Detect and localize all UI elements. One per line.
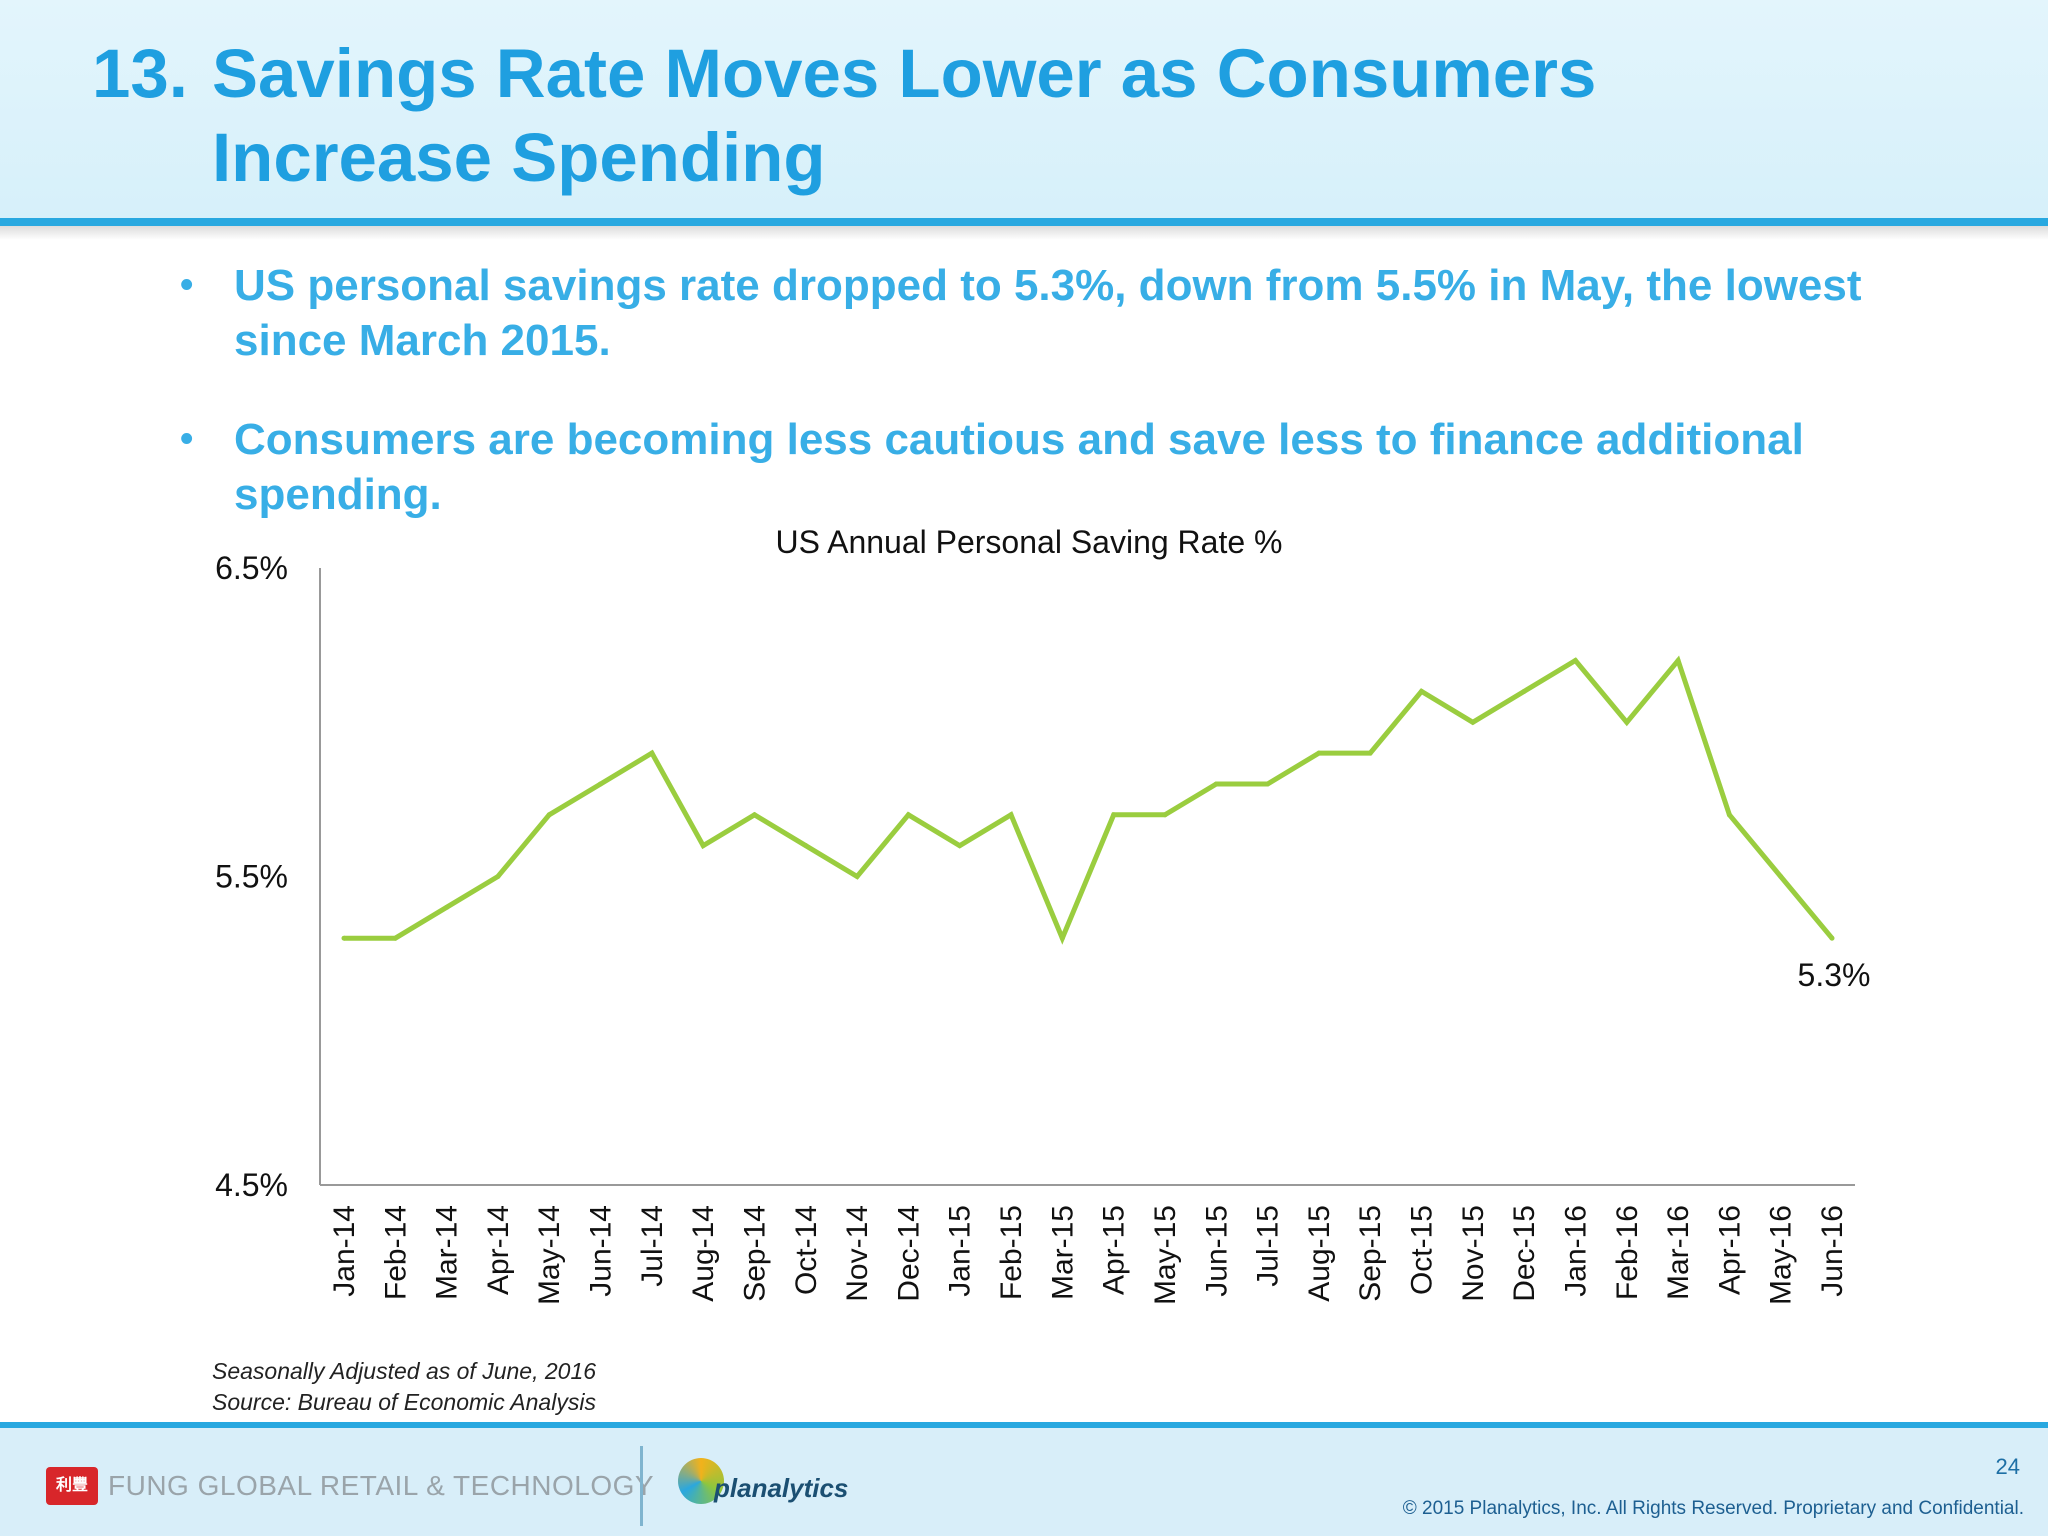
data-point	[1111, 812, 1117, 818]
fung-logo-text: FUNG GLOBAL RETAIL & TECHNOLOGY	[108, 1470, 655, 1501]
data-point	[1470, 719, 1476, 725]
data-point	[649, 750, 655, 756]
footer-rule	[0, 1422, 2048, 1428]
y-tick-label: 5.5%	[215, 859, 288, 895]
bullet-list: • US personal savings rate dropped to 5.…	[180, 258, 1940, 566]
x-tick-label: Oct-14	[790, 1205, 823, 1295]
copyright-text: © 2015 Planalytics, Inc. All Rights Rese…	[1402, 1498, 2024, 1519]
bullet-item: • US personal savings rate dropped to 5.…	[180, 258, 1940, 368]
x-tick-label: Nov-15	[1457, 1205, 1490, 1302]
data-point	[1059, 935, 1065, 941]
footer-band	[0, 1422, 2048, 1536]
data-point	[1316, 750, 1322, 756]
planalytics-logo-text: planalytics	[714, 1473, 849, 1503]
x-tick-label: Feb-14	[379, 1205, 412, 1300]
x-tick-label: Sep-14	[738, 1205, 771, 1302]
y-tick-label: 6.5%	[215, 550, 288, 586]
chart-note: Seasonally Adjusted as of June, 2016	[212, 1358, 597, 1384]
x-tick-label: Nov-14	[841, 1205, 874, 1302]
data-point	[905, 812, 911, 818]
x-tick-label: Jan-14	[328, 1205, 361, 1297]
series-line	[344, 655, 1834, 945]
header-shadow	[0, 226, 2048, 240]
x-tick-label: Jun-15	[1200, 1205, 1233, 1297]
data-point	[341, 935, 347, 941]
x-tick-label: Feb-16	[1611, 1205, 1644, 1300]
x-tick-label: Feb-15	[995, 1205, 1028, 1300]
chart-title: US Annual Personal Saving Rate %	[775, 524, 1283, 560]
x-tick-label: Apr-15	[1098, 1205, 1131, 1295]
data-point	[803, 843, 809, 849]
data-point	[854, 874, 860, 879]
page-title: 13. Savings Rate Moves Lower as Consumers…	[92, 32, 1892, 200]
end-data-label: 5.3%	[1798, 957, 1871, 993]
x-tick-label: Jan-15	[944, 1205, 977, 1297]
x-tick-label: Sep-15	[1354, 1205, 1387, 1302]
data-point	[1521, 688, 1527, 694]
data-point	[700, 843, 706, 849]
data-point	[1162, 812, 1168, 818]
data-point	[1675, 658, 1681, 664]
x-tick-label: Dec-15	[1508, 1205, 1541, 1302]
data-point	[1726, 812, 1732, 818]
data-point	[598, 781, 604, 787]
bullet-text: Consumers are becoming less cautious and…	[234, 415, 1804, 519]
bullet-text: US personal savings rate dropped to 5.3%…	[234, 261, 1862, 365]
data-point	[1213, 781, 1219, 787]
y-tick-label: 4.5%	[215, 1167, 288, 1203]
x-tick-label: Jun-14	[585, 1205, 618, 1297]
data-point	[1829, 935, 1835, 941]
fung-logo-icon: 利豐	[46, 1467, 98, 1505]
data-point	[444, 904, 450, 910]
data-point	[957, 843, 963, 849]
title-number: 13.	[92, 35, 188, 112]
page-number: 24	[1995, 1454, 2020, 1479]
planalytics-logo-icon	[678, 1458, 724, 1504]
x-tick-label: May-15	[1149, 1205, 1182, 1305]
title-line-1: Savings Rate Moves Lower as Consumers	[212, 35, 1597, 112]
x-tick-label: Apr-16	[1713, 1205, 1746, 1295]
header-band	[0, 0, 2048, 222]
header-rule	[0, 218, 2048, 226]
x-tick-label: May-14	[533, 1205, 566, 1305]
data-point	[1265, 781, 1271, 787]
title-line-2: Increase Spending	[212, 119, 826, 196]
data-point	[1367, 750, 1373, 756]
data-point	[1419, 688, 1425, 694]
x-tick-label: Jan-16	[1559, 1205, 1592, 1297]
x-tick-label: Apr-14	[482, 1205, 515, 1295]
x-tick-label: Jun-16	[1816, 1205, 1849, 1297]
saving-rate-line-chart: 4.5% 5.5% 6.5% Jan-14 Feb-14 Mar-14 Apr-14 May-…	[215, 550, 1871, 1305]
data-point	[751, 812, 757, 818]
bullet-dot-icon: •	[180, 418, 194, 460]
x-tick-label: Aug-14	[687, 1205, 720, 1302]
bullet-item: • Consumers are becoming less cautious a…	[180, 412, 1940, 522]
data-point	[1008, 812, 1014, 818]
x-tick-label: Aug-15	[1303, 1205, 1336, 1302]
x-tick-label: Mar-14	[431, 1205, 464, 1300]
data-point	[392, 935, 398, 941]
bullet-dot-icon: •	[180, 264, 194, 306]
x-tick-label: Jul-15	[1252, 1205, 1285, 1287]
data-point	[1778, 874, 1784, 879]
data-point	[1572, 658, 1578, 664]
x-tick-label: Oct-15	[1406, 1205, 1439, 1295]
x-tick-label: Mar-16	[1662, 1205, 1695, 1300]
x-tick-label: May-16	[1765, 1205, 1798, 1305]
chart-source: Source: Bureau of Economic Analysis	[212, 1389, 596, 1415]
x-tick-label: Jul-14	[636, 1205, 669, 1287]
data-point	[546, 812, 552, 818]
x-tick-label: Dec-14	[892, 1205, 925, 1302]
x-tick-label: Mar-15	[1046, 1205, 1079, 1300]
data-point	[495, 874, 501, 879]
data-point	[1624, 719, 1630, 725]
footer-divider	[640, 1446, 643, 1526]
